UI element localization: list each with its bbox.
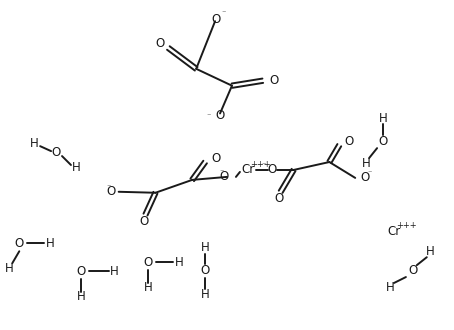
Text: O: O	[267, 163, 276, 177]
Text: O: O	[76, 265, 85, 278]
Text: +++: +++	[251, 159, 271, 169]
Text: H: H	[385, 281, 395, 294]
Text: H: H	[110, 265, 119, 278]
Text: H: H	[77, 290, 85, 303]
Text: H: H	[201, 241, 209, 254]
Text: O: O	[379, 135, 388, 148]
Text: H: H	[30, 137, 39, 150]
Text: Cr: Cr	[387, 225, 400, 238]
Text: O: O	[211, 151, 220, 165]
Text: ⁻: ⁻	[222, 9, 226, 18]
Text: ⁻: ⁻	[220, 167, 224, 177]
Text: H: H	[144, 281, 153, 294]
Text: H: H	[426, 245, 435, 258]
Text: O: O	[220, 170, 229, 183]
Text: H: H	[201, 288, 209, 301]
Text: O: O	[155, 37, 164, 50]
Text: O: O	[106, 185, 116, 198]
Text: +++: +++	[397, 221, 417, 230]
Text: O: O	[215, 109, 225, 122]
Text: ⁻: ⁻	[262, 160, 266, 170]
Text: O: O	[344, 135, 354, 148]
Text: ⁻: ⁻	[207, 111, 211, 120]
Text: O: O	[408, 264, 418, 277]
Text: Cr: Cr	[241, 163, 255, 177]
Text: H: H	[379, 112, 387, 125]
Text: H: H	[362, 156, 370, 170]
Text: H: H	[46, 237, 54, 250]
Text: O: O	[15, 237, 24, 250]
Text: H: H	[5, 262, 14, 275]
Text: H: H	[175, 256, 184, 269]
Text: O: O	[360, 171, 370, 184]
Text: O: O	[139, 215, 148, 228]
Text: O: O	[270, 74, 279, 87]
Text: O: O	[212, 13, 221, 26]
Text: O: O	[51, 146, 61, 159]
Text: ⁻: ⁻	[367, 168, 371, 178]
Text: O: O	[144, 256, 153, 269]
Text: H: H	[72, 161, 80, 175]
Text: O: O	[274, 192, 283, 205]
Text: ⁻: ⁻	[106, 182, 111, 191]
Text: O: O	[201, 264, 210, 277]
